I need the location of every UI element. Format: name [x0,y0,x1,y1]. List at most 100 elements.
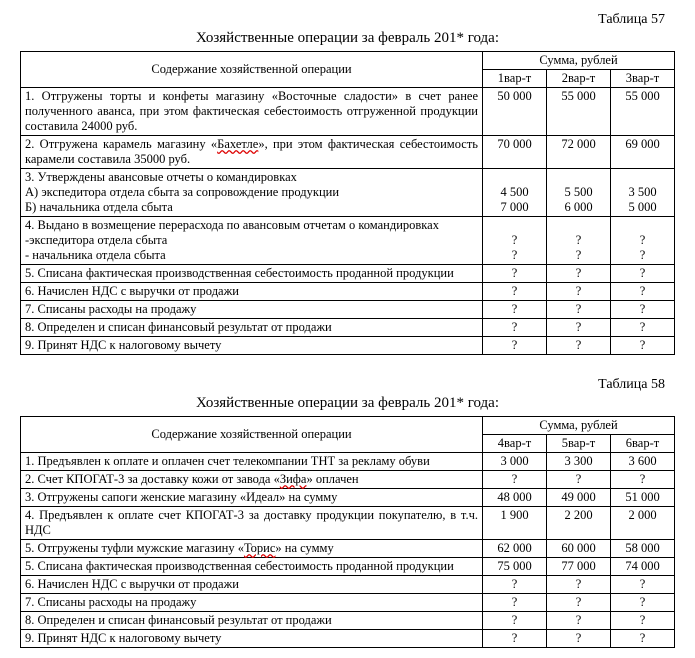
table58-val-3-0: 1 900 [483,507,547,540]
table57-val-1-2: 69 000 [611,136,675,169]
table58-variant-1: 5вар-т [547,435,611,453]
table57-label: Таблица 57 [20,12,675,28]
table58-val-8-2: ? [611,612,675,630]
table57-desc-0: 1. Отгружены торты и конфеты магазину «В… [21,88,483,136]
table57-desc-8: 9. Принят НДС к налоговому вычету [21,337,483,355]
table58-val-6-0: ? [483,576,547,594]
table58-title: Хозяйственные операции за февраль 201* г… [20,395,675,412]
table57-desc-7: 8. Определен и списан финансовый результ… [21,319,483,337]
table58-val-6-2: ? [611,576,675,594]
table57-val-3-1: ? ? [547,217,611,265]
table57-val-0-1: 55 000 [547,88,611,136]
table58-val-9-1: ? [547,630,611,648]
table58-val-6-1: ? [547,576,611,594]
table-row: 2. Отгружена карамель магазину «Бахетле»… [21,136,675,169]
table57-val-2-1: 5 500 6 000 [547,169,611,217]
table57-val-7-1: ? [547,319,611,337]
table58-val-7-2: ? [611,594,675,612]
table58-val-8-0: ? [483,612,547,630]
table58-desc-9: 9. Принят НДС к налоговому вычету [21,630,483,648]
table57-val-8-0: ? [483,337,547,355]
table57-desc-1: 2. Отгружена карамель магазину «Бахетле»… [21,136,483,169]
table57-desc-4: 5. Списана фактическая производственная … [21,265,483,283]
table57: Содержание хозяйственной операции Сумма,… [20,51,675,355]
table-row: 3. Отгружены сапоги женские магазину «Ид… [21,489,675,507]
table57-val-3-0: ? ? [483,217,547,265]
table58-val-7-0: ? [483,594,547,612]
table58-desc-0: 1. Предъявлен к оплате и оплачен счет те… [21,453,483,471]
table58-desc-4: 5. Отгружены туфли мужские магазину «Тор… [21,540,483,558]
table57-variant-0: 1вар-т [483,70,547,88]
table57-val-4-1: ? [547,265,611,283]
table-row: 5. Отгружены туфли мужские магазину «Тор… [21,540,675,558]
table57-val-6-1: ? [547,301,611,319]
table58-val-8-1: ? [547,612,611,630]
table57-val-6-2: ? [611,301,675,319]
table58-val-0-0: 3 000 [483,453,547,471]
table58-desc-1: 2. Счет КПОГАТ-3 за доставку кожи от зав… [21,471,483,489]
table57-desc-2: 3. Утверждены авансовые отчеты о команди… [21,169,483,217]
table58-val-4-0: 62 000 [483,540,547,558]
table57-val-2-0: 4 500 7 000 [483,169,547,217]
table-row: 2. Счет КПОГАТ-3 за доставку кожи от зав… [21,471,675,489]
table57-variant-2: 3вар-т [611,70,675,88]
table58-desc-6: 6. Начислен НДС с выручки от продажи [21,576,483,594]
table58-val-1-0: ? [483,471,547,489]
table-row: 1. Отгружены торты и конфеты магазину «В… [21,88,675,136]
table58-val-3-2: 2 000 [611,507,675,540]
table-row: 4. Выдано в возмещение перерасхода по ав… [21,217,675,265]
table-row: 7. Списаны расходы на продажу??? [21,594,675,612]
table58-val-2-0: 48 000 [483,489,547,507]
table57-title: Хозяйственные операции за февраль 201* г… [20,30,675,47]
table-row: 9. Принят НДС к налоговому вычету??? [21,630,675,648]
table58-val-2-1: 49 000 [547,489,611,507]
table58-val-1-2: ? [611,471,675,489]
table58-desc-3: 4. Предъявлен к оплате счет КПОГАТ-3 за … [21,507,483,540]
table-row: 5. Списана фактическая производственная … [21,265,675,283]
table58-val-5-2: 74 000 [611,558,675,576]
spellcheck-word: Бахетле [217,137,258,151]
table-row: 7. Списаны расходы на продажу??? [21,301,675,319]
table57-head-sum: Сумма, рублей [483,52,675,70]
table57-desc-5: 6. Начислен НДС с выручки от продажи [21,283,483,301]
table57-val-7-2: ? [611,319,675,337]
table57-desc-3: 4. Выдано в возмещение перерасхода по ав… [21,217,483,265]
table58-variant-2: 6вар-т [611,435,675,453]
table58-val-7-1: ? [547,594,611,612]
table57-val-1-0: 70 000 [483,136,547,169]
table57-val-8-2: ? [611,337,675,355]
table-row: 5. Списана фактическая производственная … [21,558,675,576]
table58-variant-0: 4вар-т [483,435,547,453]
table58-head-sum: Сумма, рублей [483,417,675,435]
table57-val-4-0: ? [483,265,547,283]
table57-val-4-2: ? [611,265,675,283]
table-row: 6. Начислен НДС с выручки от продажи??? [21,576,675,594]
table58-head-desc: Содержание хозяйственной операции [21,417,483,453]
table58-val-0-1: 3 300 [547,453,611,471]
table58-label: Таблица 58 [20,377,675,393]
table-row: 1. Предъявлен к оплате и оплачен счет те… [21,453,675,471]
table58-val-5-1: 77 000 [547,558,611,576]
table57-val-0-2: 55 000 [611,88,675,136]
table58-desc-7: 7. Списаны расходы на продажу [21,594,483,612]
table58-val-9-2: ? [611,630,675,648]
table57-val-6-0: ? [483,301,547,319]
table57-variant-1: 2вар-т [547,70,611,88]
table57-val-0-0: 50 000 [483,88,547,136]
table57-val-5-2: ? [611,283,675,301]
table58: Содержание хозяйственной операции Сумма,… [20,416,675,648]
table-row: 8. Определен и списан финансовый результ… [21,319,675,337]
table57-val-1-1: 72 000 [547,136,611,169]
table57-val-5-1: ? [547,283,611,301]
table57-head-desc: Содержание хозяйственной операции [21,52,483,88]
table-row: 3. Утверждены авансовые отчеты о команди… [21,169,675,217]
table-row: 6. Начислен НДС с выручки от продажи??? [21,283,675,301]
table58-val-0-2: 3 600 [611,453,675,471]
table58-val-5-0: 75 000 [483,558,547,576]
table58-desc-8: 8. Определен и списан финансовый результ… [21,612,483,630]
table57-val-3-2: ? ? [611,217,675,265]
table58-desc-2: 3. Отгружены сапоги женские магазину «Ид… [21,489,483,507]
table57-val-8-1: ? [547,337,611,355]
table58-desc-5: 5. Списана фактическая производственная … [21,558,483,576]
table57-val-2-2: 3 500 5 000 [611,169,675,217]
